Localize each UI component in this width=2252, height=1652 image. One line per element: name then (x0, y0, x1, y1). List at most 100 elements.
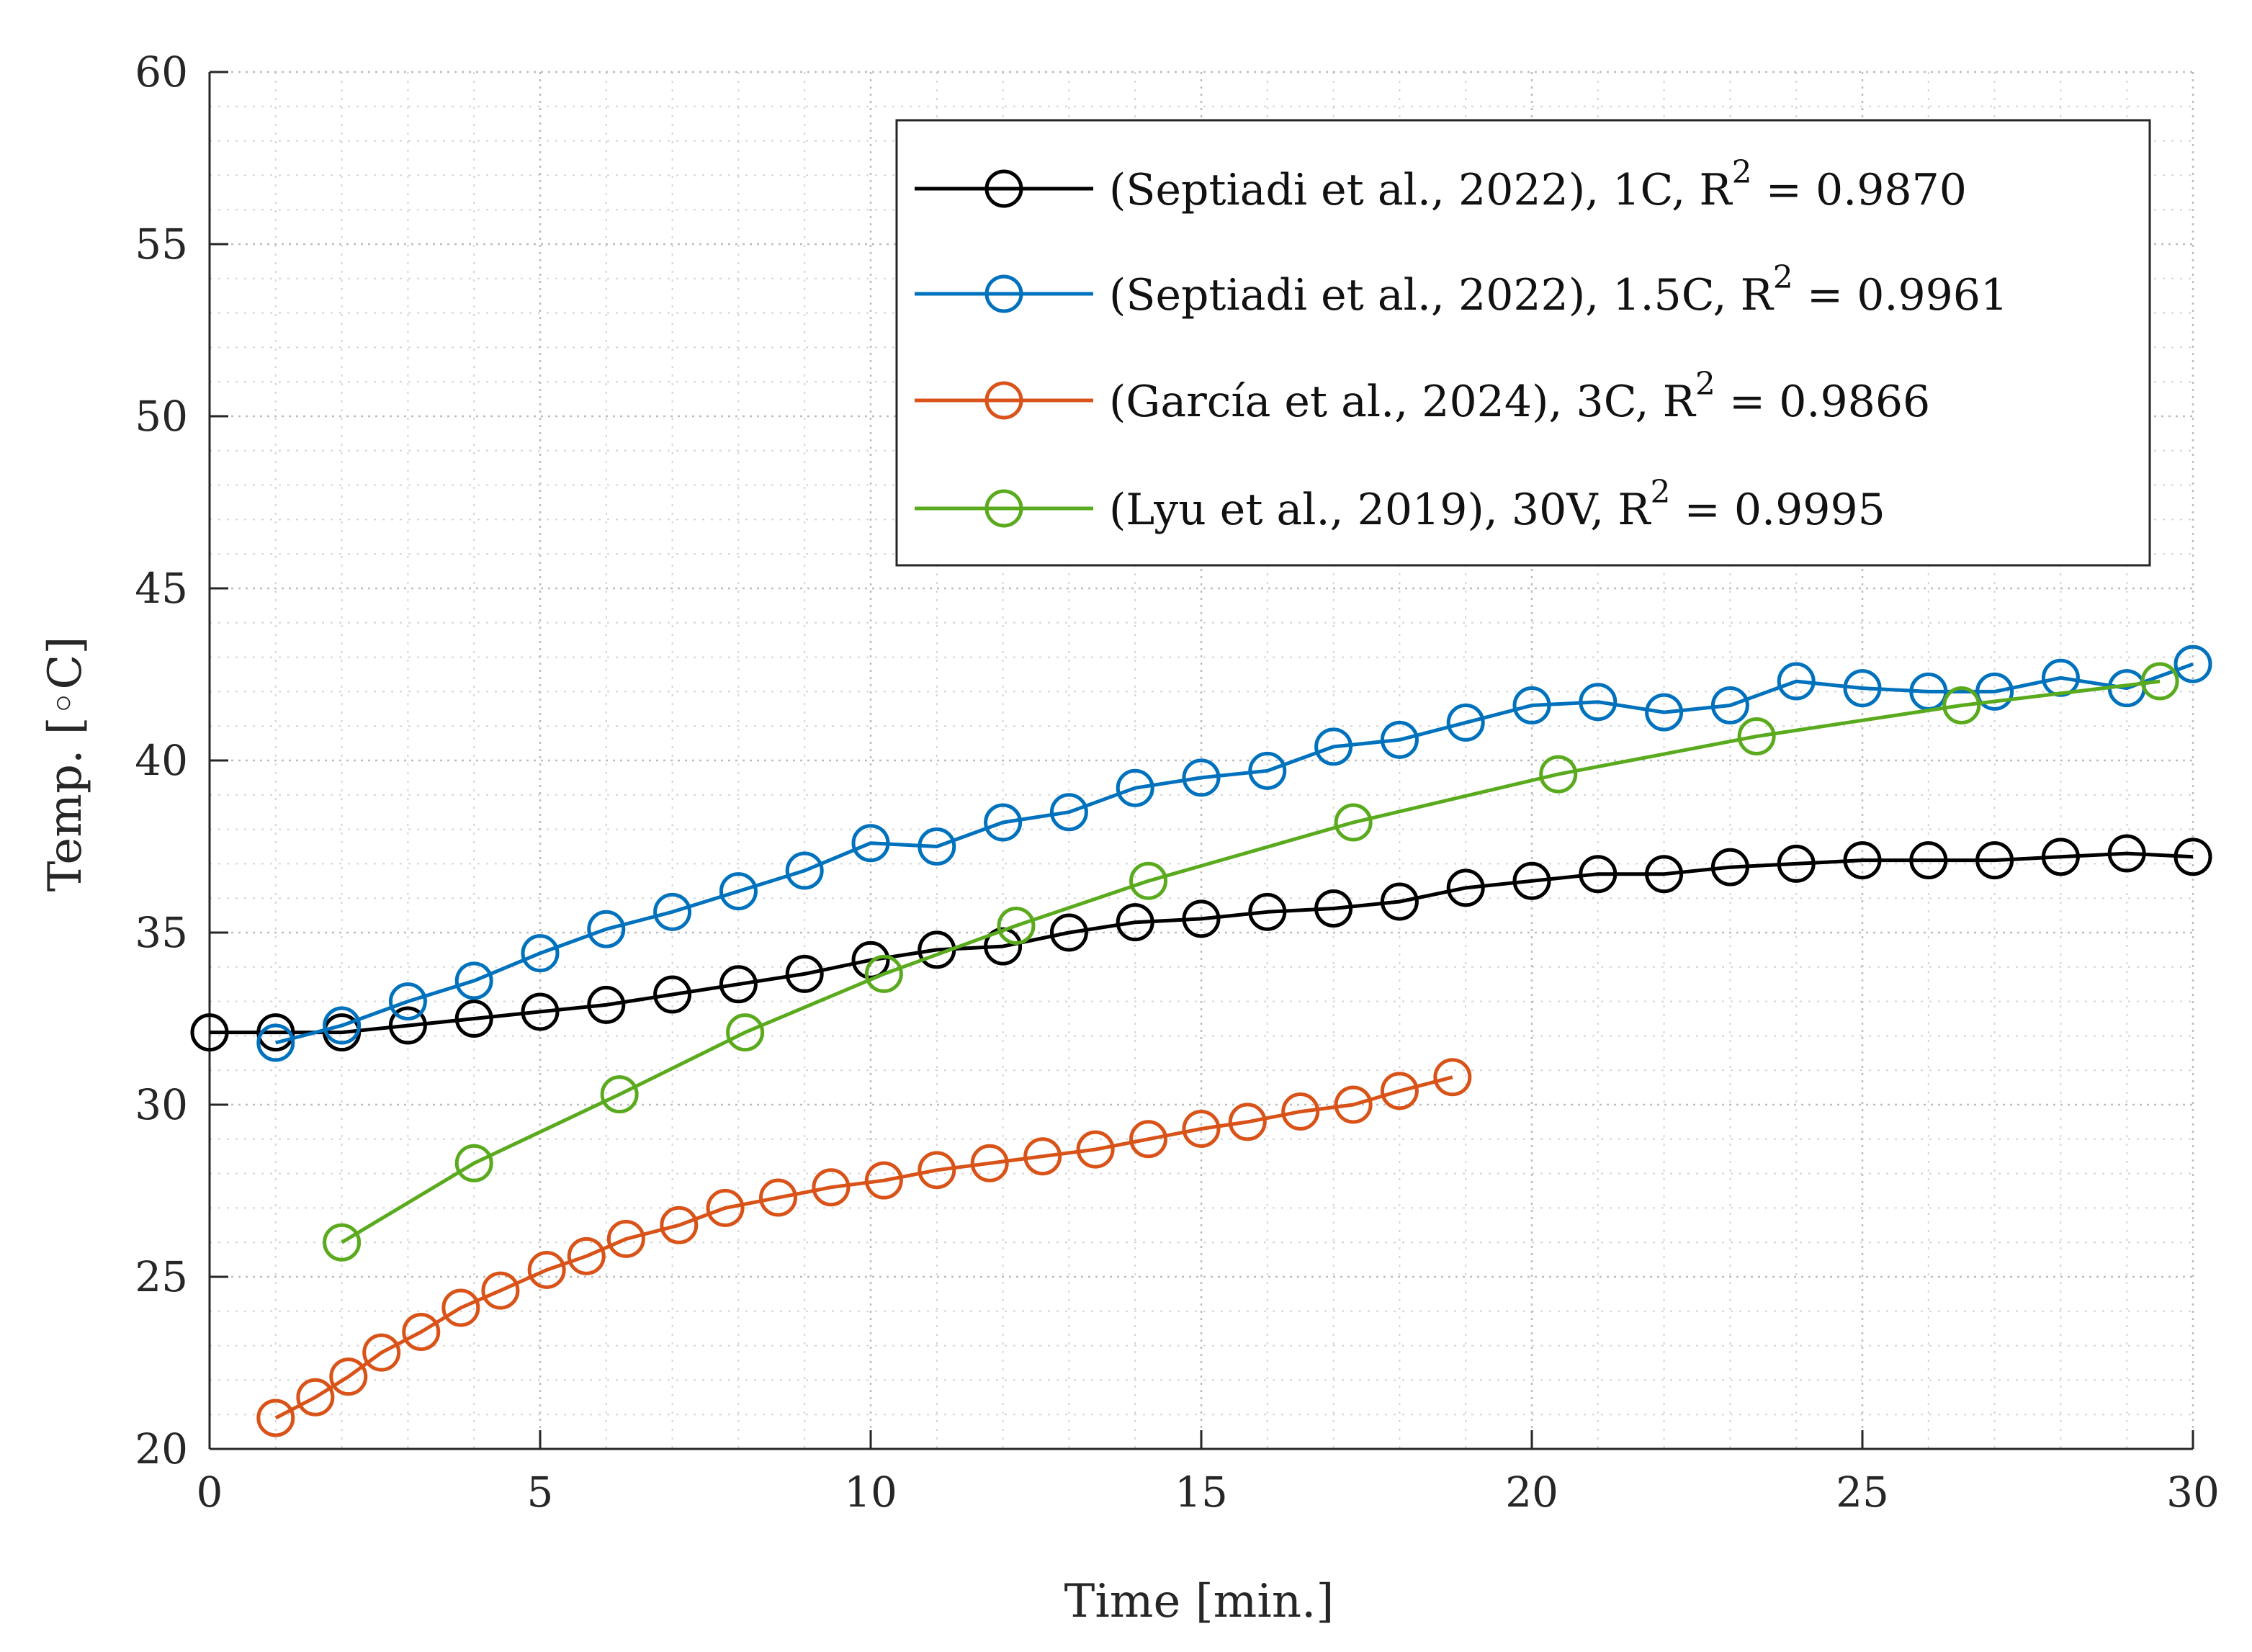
series-2-marker (1446, 703, 1485, 742)
series-1-marker (1049, 913, 1088, 952)
series-2-marker (256, 1023, 295, 1062)
y-tick-label: 50 (135, 392, 188, 441)
axes: 0 5 10 15 20 25 30 20 25 30 35 40 45 50 55 60 (135, 48, 2220, 1517)
series-3-marker (1334, 1085, 1373, 1124)
series-2-marker (918, 827, 956, 866)
series-2-marker (1843, 669, 1882, 708)
series-3-marker (758, 1178, 797, 1217)
series-1 (190, 834, 2212, 1052)
legend-swatch-marker (984, 489, 1023, 528)
series-4-marker (1539, 755, 1578, 794)
series-1-marker (2107, 834, 2146, 873)
series-3-marker (660, 1206, 699, 1244)
series-3-marker (970, 1144, 1009, 1182)
legend-entry-1: (Septiadi et al., 2022), 1C, R2 = 0.9870 (915, 154, 1967, 215)
legend-label: (Septiadi et al., 2022), 1.5C, R2 = 0.99… (1109, 259, 2008, 320)
series-3-marker (918, 1151, 956, 1190)
series-4-marker (600, 1075, 639, 1114)
series-1-marker (388, 1006, 427, 1045)
y-tick-label: 35 (135, 908, 188, 957)
series-2-marker (1182, 758, 1221, 797)
series-2-marker (1710, 686, 1749, 725)
series-2-marker (1579, 683, 1618, 722)
series-4-marker (864, 954, 903, 993)
series-3-marker (402, 1312, 441, 1351)
series-2-marker (1116, 768, 1154, 807)
series-1-marker (1645, 855, 1684, 894)
series-2-marker (1314, 727, 1353, 766)
y-tick-label: 20 (135, 1424, 188, 1473)
series-1-marker (1777, 844, 1816, 883)
y-axis-title: Temp. [◦C] (39, 637, 92, 892)
legend: (Septiadi et al., 2022), 1C, R2 = 0.9870… (895, 119, 2151, 567)
y-tick-label: 30 (135, 1080, 188, 1129)
series-1-marker (587, 985, 626, 1024)
series-1-marker (2174, 838, 2212, 876)
series-1-marker (2041, 838, 2080, 876)
series-1-marker (1909, 841, 1948, 880)
series-4 (323, 662, 2179, 1262)
series-2-marker (1380, 720, 1419, 759)
x-tick-label: 25 (1836, 1468, 1889, 1517)
series-1-marker (785, 954, 824, 993)
legend-entry-3: (García et al., 2024), 3C, R2 = 0.9866 (915, 366, 1930, 427)
series-3-marker (1433, 1058, 1472, 1097)
series-3 (256, 1058, 1472, 1437)
legend-swatch-marker (984, 274, 1023, 313)
series-3-marker (1228, 1103, 1267, 1141)
series-3-marker (1023, 1137, 1062, 1176)
series-1-marker (1248, 892, 1287, 931)
legend-box (895, 119, 2151, 567)
x-tick-label: 5 (527, 1468, 554, 1517)
series-3-marker (256, 1399, 295, 1437)
series-4-marker (997, 906, 1036, 945)
series-4-line (341, 679, 2161, 1244)
series-2-marker (454, 961, 493, 1000)
legend-entry-4: (Lyu et al., 2019), 30V, R2 = 0.9995 (915, 474, 1885, 535)
series-4-marker (1942, 686, 1981, 725)
series-3-line (274, 1075, 1453, 1420)
series-1-marker (1579, 855, 1618, 894)
series-1-marker (719, 965, 758, 1004)
y-tick-label: 25 (135, 1252, 188, 1301)
series-2-marker (1512, 686, 1551, 725)
series-2-marker (785, 851, 824, 890)
series-3-marker (527, 1250, 566, 1289)
series-1-marker (1314, 889, 1353, 928)
series-3-marker (329, 1357, 368, 1396)
series-4-marker (323, 1223, 362, 1262)
series-1-line (210, 851, 2194, 1035)
series-3-marker (606, 1219, 645, 1258)
series-2-marker (587, 910, 626, 948)
series-1-marker (521, 992, 560, 1031)
series-1-marker (1182, 899, 1221, 938)
series-1-marker (1380, 882, 1419, 921)
series-3-marker (1281, 1092, 1320, 1131)
series-4-marker (1129, 861, 1168, 900)
series-2-marker (1248, 751, 1287, 790)
series-1-marker (256, 1013, 295, 1052)
series-4-marker (1334, 803, 1373, 842)
series-2-marker (719, 872, 758, 911)
legend-label: (Lyu et al., 2019), 30V, R2 = 0.9995 (1109, 474, 1885, 535)
x-tick-label: 20 (1505, 1468, 1558, 1517)
series-3-marker (706, 1188, 745, 1227)
series-2 (256, 645, 2212, 1062)
series-2-marker (2174, 645, 2212, 683)
series-1-marker (1446, 868, 1485, 907)
y-tick-label: 55 (135, 220, 188, 269)
x-tick-label: 0 (197, 1468, 223, 1517)
series-2-marker (1049, 793, 1088, 832)
series-3-marker (1129, 1120, 1168, 1159)
series-1-marker (1975, 841, 2014, 880)
series-1-marker (1116, 903, 1154, 942)
series-2-marker (1777, 662, 1816, 701)
series-2-marker (653, 892, 692, 931)
series-4-marker (2140, 662, 2179, 701)
legend-swatch-marker (984, 381, 1023, 420)
y-tick-label: 40 (135, 736, 188, 785)
y-tick-label: 60 (135, 48, 188, 96)
series-3-marker (441, 1288, 480, 1327)
series-2-marker (521, 934, 560, 973)
